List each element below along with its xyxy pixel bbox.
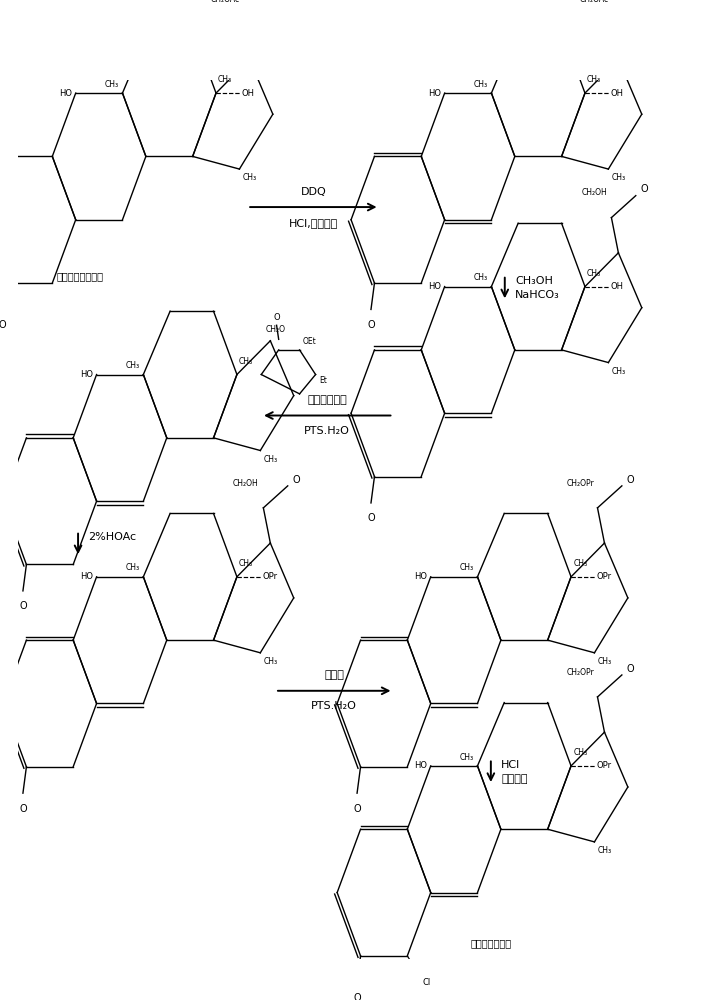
Text: O: O: [353, 993, 361, 1000]
Text: CH₃: CH₃: [612, 367, 626, 376]
Text: CH₃: CH₃: [460, 563, 474, 572]
Text: PTS.H₂O: PTS.H₂O: [311, 701, 358, 711]
Text: CH₂OH: CH₂OH: [233, 479, 259, 488]
Text: CH₃: CH₃: [218, 75, 232, 84]
Text: HCl,二氧六环: HCl,二氧六环: [289, 218, 338, 228]
Text: CH₃: CH₃: [573, 559, 587, 568]
Text: OPr: OPr: [597, 761, 612, 770]
Text: 2%HOAc: 2%HOAc: [89, 532, 137, 542]
Text: HO: HO: [59, 89, 72, 98]
Text: HO: HO: [80, 572, 93, 581]
Text: CH₃: CH₃: [573, 748, 587, 757]
Text: HO: HO: [428, 89, 441, 98]
Text: CH₂OH: CH₂OH: [581, 188, 607, 197]
Text: O: O: [292, 475, 300, 485]
Text: CH₃OH: CH₃OH: [516, 276, 553, 286]
Text: CH₃: CH₃: [598, 657, 612, 666]
Text: CH₃: CH₃: [587, 75, 601, 84]
Text: OEt: OEt: [303, 337, 317, 346]
Text: 双丙酸阿氯米松: 双丙酸阿氯米松: [470, 938, 511, 948]
Text: CH₂OAc: CH₂OAc: [210, 0, 240, 4]
Text: O: O: [19, 601, 26, 611]
Text: DDQ: DDQ: [300, 187, 326, 197]
Text: OPr: OPr: [597, 572, 612, 581]
Text: O: O: [353, 804, 361, 814]
Text: HO: HO: [428, 282, 441, 291]
Text: CH₃: CH₃: [126, 361, 140, 370]
Text: CH₃: CH₃: [239, 357, 253, 366]
Text: PTS.H₂O: PTS.H₂O: [305, 426, 350, 436]
Text: CH₃: CH₃: [239, 559, 253, 568]
Text: CH₃: CH₃: [243, 173, 257, 182]
Text: CH₃: CH₃: [126, 563, 140, 572]
Text: Cl: Cl: [423, 978, 431, 987]
Text: CH₂OPr: CH₂OPr: [566, 668, 594, 677]
Text: CH₃: CH₃: [612, 173, 626, 182]
Text: CH₃: CH₃: [460, 753, 474, 762]
Text: 二氧六环: 二氧六环: [501, 774, 528, 784]
Text: HO: HO: [80, 370, 93, 379]
Text: Et: Et: [319, 376, 327, 385]
Text: OH: OH: [242, 89, 255, 98]
Text: CH₂OAc: CH₂OAc: [579, 0, 608, 4]
Text: O: O: [19, 804, 26, 814]
Text: O: O: [0, 320, 6, 330]
Text: CH₃: CH₃: [264, 455, 278, 464]
Text: OH: OH: [611, 282, 623, 291]
Text: HO: HO: [414, 572, 428, 581]
Text: CH₃: CH₃: [264, 657, 278, 666]
Text: O: O: [368, 320, 375, 330]
Text: CH₃: CH₃: [474, 273, 488, 282]
Text: O: O: [273, 313, 280, 322]
Text: CH₃: CH₃: [105, 80, 119, 89]
Text: CH₂OPr: CH₂OPr: [566, 479, 594, 488]
Text: CH₃: CH₃: [598, 846, 612, 855]
Text: NaHCO₃: NaHCO₃: [516, 290, 560, 300]
Text: 丙酸酐: 丙酸酐: [325, 670, 344, 680]
Text: O: O: [641, 184, 649, 194]
Text: HCl: HCl: [501, 760, 521, 770]
Text: CH₃: CH₃: [474, 80, 488, 89]
Text: O: O: [368, 513, 375, 523]
Text: OH: OH: [611, 89, 623, 98]
Text: 原丙酸三乙酯: 原丙酸三乙酯: [307, 395, 347, 405]
Text: O: O: [627, 475, 634, 485]
Text: 去氟醋酸地塞米松: 去氟醋酸地塞米松: [56, 271, 104, 281]
Text: CH₃: CH₃: [587, 269, 601, 278]
Text: OPr: OPr: [262, 572, 278, 581]
Text: CH₂O: CH₂O: [265, 325, 285, 334]
Text: HO: HO: [414, 761, 428, 770]
Text: O: O: [627, 664, 634, 674]
